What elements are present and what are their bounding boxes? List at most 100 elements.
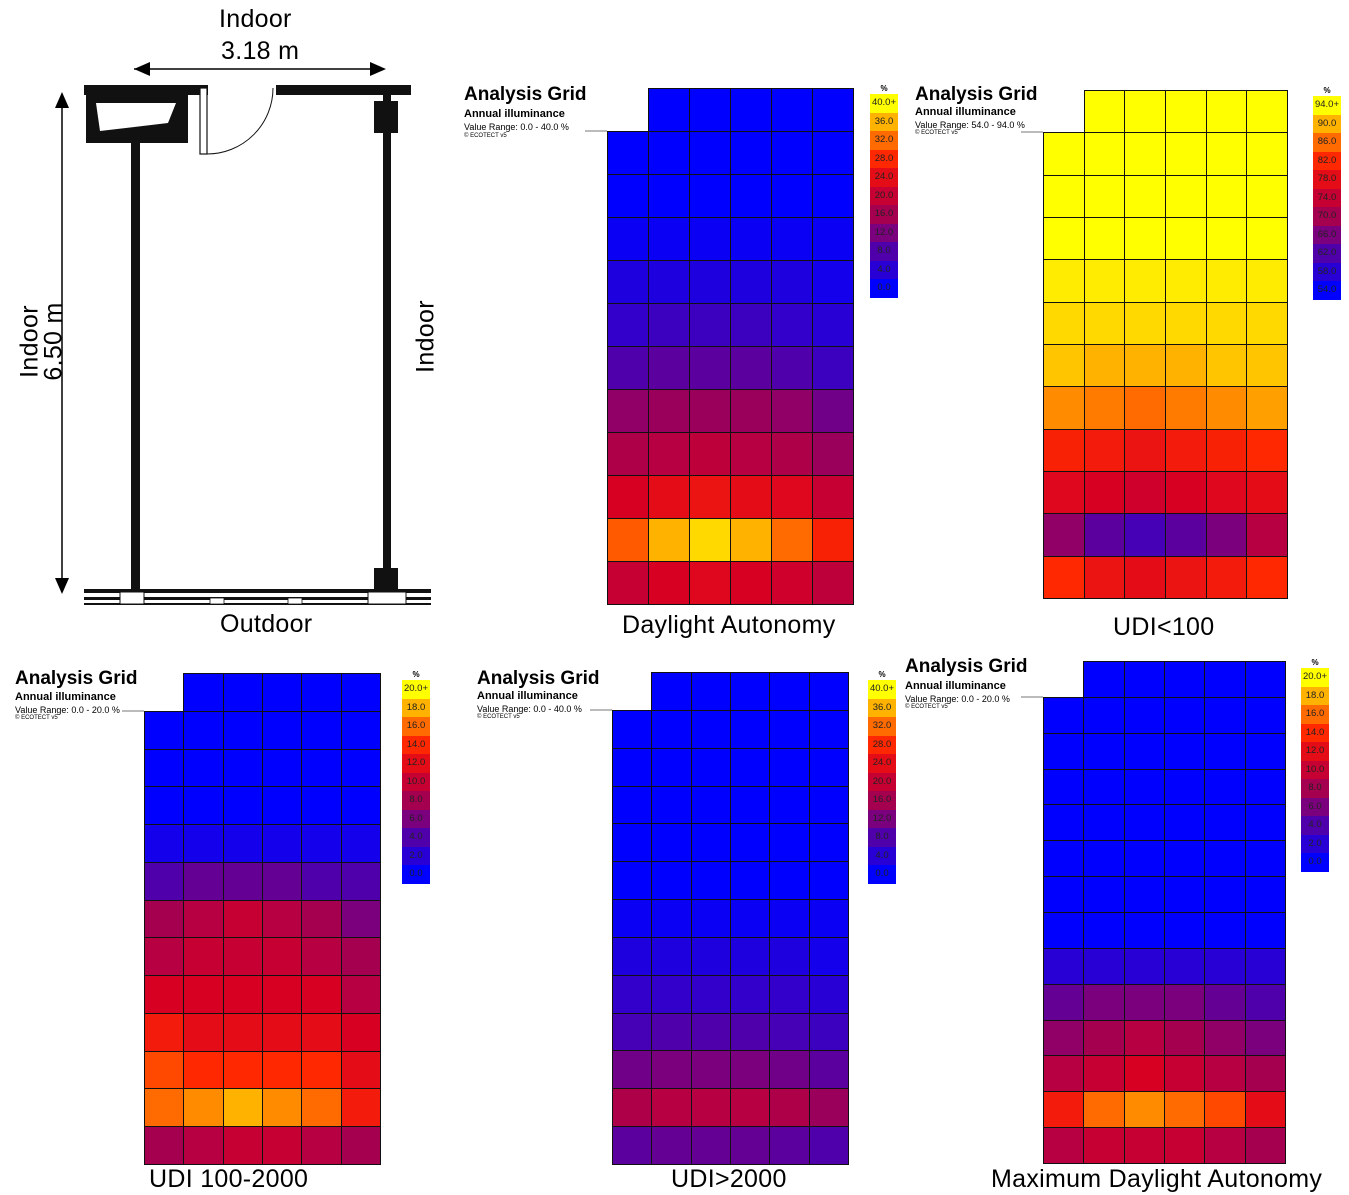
- legend-swatch: 70.0: [1313, 207, 1341, 226]
- grid-cell: [1204, 804, 1246, 842]
- legend-swatch: 18.0: [1301, 686, 1329, 705]
- grid-cell: [1246, 217, 1288, 261]
- legend-swatch: 2.0: [1301, 834, 1329, 853]
- legend-swatch: 12.0: [868, 809, 896, 828]
- grid-cell: [690, 823, 731, 863]
- grid-cell: [183, 824, 224, 863]
- grid-cell: [1164, 983, 1206, 1021]
- grid-cell: [1043, 947, 1085, 985]
- legend-swatch: 36.0: [870, 112, 898, 131]
- grid-cell: [1244, 696, 1286, 734]
- plan-bottom-label: Outdoor: [220, 610, 313, 638]
- grid-cell: [1164, 768, 1206, 806]
- panel-title: Analysis Grid: [477, 668, 600, 689]
- grid-cell: [1083, 90, 1126, 134]
- grid-cell: [771, 260, 813, 304]
- grid-cell: [812, 346, 854, 390]
- legend-swatch: 16.0: [870, 205, 898, 224]
- grid-cell: [1204, 732, 1246, 770]
- grid-cell: [730, 303, 772, 347]
- grid-cell: [651, 899, 692, 938]
- grid-cell: [1083, 1019, 1125, 1057]
- grid-cell: [340, 1050, 381, 1090]
- grid-cell: [690, 1126, 731, 1165]
- grid-cell: [1204, 876, 1246, 913]
- legend-swatch: 28.0: [870, 149, 898, 168]
- grid-cell: [1043, 804, 1085, 842]
- grid-cell: [730, 1126, 771, 1165]
- grid-cell: [1123, 1055, 1165, 1093]
- grid-cell: [262, 1050, 303, 1090]
- panel-udi-100-2000: Analysis Grid Annual illuminance Value R…: [13, 668, 453, 1195]
- grid-cell: [183, 748, 224, 788]
- grid-cell: [1043, 217, 1085, 261]
- plan-width-label: 3.18 m: [221, 37, 300, 65]
- grid-cell: [812, 174, 854, 218]
- grid-cell: [612, 1088, 653, 1128]
- grid-cell: [769, 936, 810, 976]
- legend-swatch: 58.0: [1313, 262, 1341, 281]
- grid-cell: [1043, 386, 1085, 430]
- grid-cell: [222, 824, 263, 863]
- grid-cell: [612, 1050, 653, 1090]
- grid-cell: [1043, 732, 1085, 770]
- grid-cell: [1083, 301, 1126, 345]
- grid-cell: [689, 389, 731, 433]
- grid-cell: [769, 747, 810, 787]
- grid-cell: [689, 131, 731, 175]
- grid-cell: [808, 672, 849, 711]
- panel-subtitle: Annual illuminance: [15, 691, 116, 703]
- grid-cell: [648, 518, 690, 562]
- grid-cell: [1083, 804, 1125, 842]
- grid-origin-marker: [1021, 695, 1043, 698]
- legend-swatch: 74.0: [1313, 188, 1341, 207]
- grid-cell: [1123, 732, 1165, 770]
- panel-title: Analysis Grid: [15, 668, 138, 689]
- grid-cell: [689, 88, 731, 132]
- grid-cell: [1246, 386, 1288, 430]
- legend-swatch: 0.0: [1301, 853, 1329, 872]
- grid-cell: [769, 823, 810, 863]
- grid-cell: [648, 303, 690, 347]
- grid-cell: [607, 518, 649, 562]
- grid-cell: [301, 937, 342, 977]
- grid-cell: [771, 174, 813, 218]
- grid-cell: [607, 131, 649, 175]
- grid-cell: [730, 174, 772, 218]
- grid-cell: [183, 975, 224, 1014]
- grid-cell: [1083, 768, 1125, 806]
- grid-cell: [1246, 90, 1288, 134]
- grid-cell: [690, 936, 731, 976]
- grid-cell: [612, 747, 653, 787]
- grid-cell: [1204, 1127, 1246, 1164]
- grid-cell: [607, 389, 649, 433]
- grid-cell: [1244, 1091, 1286, 1129]
- panel-caption: UDI>2000: [671, 1165, 787, 1193]
- grid-cell: [1205, 513, 1248, 557]
- grid-cell: [144, 710, 185, 750]
- grid-cell: [301, 673, 342, 712]
- grid-cell: [651, 974, 692, 1014]
- panel-value-range: Value Range: 0.0 - 20.0 %: [15, 705, 120, 715]
- grid-cell: [651, 1088, 692, 1128]
- grid-cell: [769, 1012, 810, 1052]
- legend-swatch: 2.0: [402, 846, 430, 865]
- grid-cell: [301, 1088, 342, 1128]
- grid-cell: [1165, 259, 1207, 303]
- grid-cell: [651, 709, 692, 749]
- grid-cell: [730, 1012, 771, 1052]
- grid-cell: [689, 561, 731, 605]
- grid-cell: [690, 1088, 731, 1128]
- grid-cell: [222, 748, 263, 788]
- grid-cell: [340, 861, 381, 901]
- grid-cell: [808, 1126, 849, 1165]
- grid-cell: [262, 937, 303, 977]
- legend-swatch: 62.0: [1313, 244, 1341, 263]
- grid-cell: [340, 937, 381, 977]
- legend-unit: %: [412, 670, 420, 679]
- grid-cell: [222, 1088, 263, 1128]
- grid-cell: [812, 217, 854, 261]
- grid-cell: [730, 1050, 771, 1090]
- grid-cell: [612, 861, 653, 901]
- grid-cell: [144, 975, 185, 1014]
